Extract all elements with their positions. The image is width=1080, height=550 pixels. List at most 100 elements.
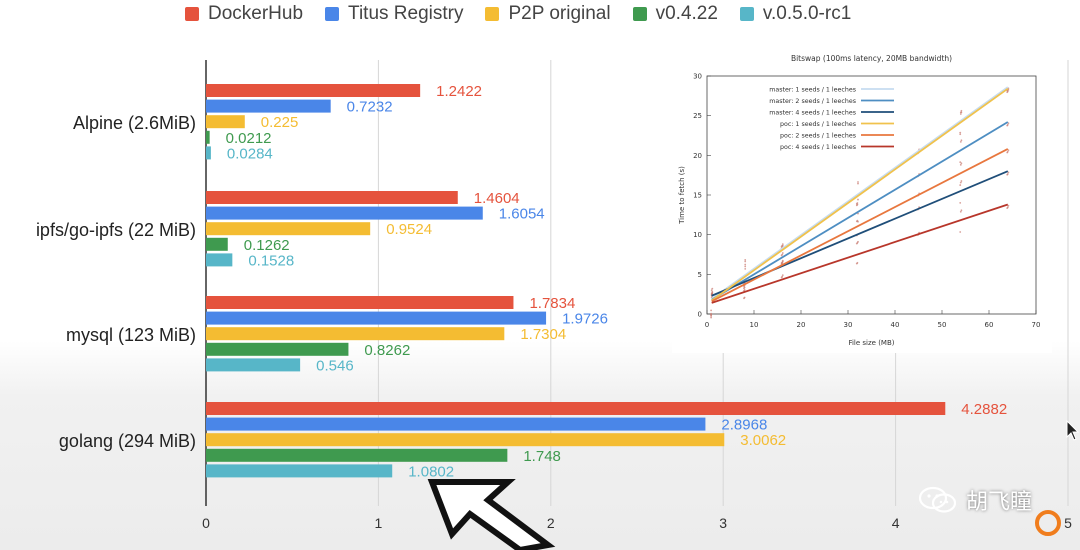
inset-legend-label: master: 1 seeds / 1 leeches xyxy=(769,87,856,94)
inset-series-line xyxy=(711,121,1009,301)
bar xyxy=(206,222,371,236)
inset-y-axis-label: Time to fetch (s) xyxy=(678,166,686,225)
inset-scatter-point xyxy=(744,260,747,263)
wechat-logo-icon xyxy=(918,486,957,513)
inset-scatter-point xyxy=(743,296,746,299)
x-tick-label: 3 xyxy=(719,515,727,531)
orange-ring-icon xyxy=(1035,510,1061,536)
data-label: 3.0062 xyxy=(740,432,786,449)
data-label: 1.7304 xyxy=(520,326,566,343)
category-label: Alpine (2.6MiB) xyxy=(73,113,196,133)
inset-scatter-point xyxy=(960,180,963,182)
inset-scatter-point xyxy=(959,210,962,213)
legend-label: P2P original xyxy=(508,3,611,24)
inset-series-line xyxy=(711,170,1009,297)
inset-scatter-point xyxy=(959,184,962,186)
data-label: 1.7834 xyxy=(529,295,575,312)
inset-scatter-point xyxy=(857,198,859,201)
inset-legend-label: poc: 4 seeds / 1 leeches xyxy=(780,144,856,151)
inset-x-axis-label: File size (MB) xyxy=(848,339,894,347)
legend-item-v0422: v0.4.22 xyxy=(632,3,718,25)
bitswap-inset-chart: Bitswap (100ms latency, 20MB bandwidth) 0… xyxy=(672,48,1052,353)
inset-series-line xyxy=(711,86,1009,300)
bar xyxy=(206,402,946,415)
bar xyxy=(206,417,706,431)
data-label: 1.2422 xyxy=(436,83,482,100)
inset-title: Bitswap (100ms latency, 20MB bandwidth) xyxy=(791,54,952,63)
inset-scatter-point xyxy=(744,265,747,268)
inset-scatter-point xyxy=(744,268,747,270)
inset-scatter-point xyxy=(710,315,712,317)
data-label: 0.225 xyxy=(261,114,299,131)
inset-series-line xyxy=(711,203,1009,304)
bar xyxy=(206,433,725,447)
bar xyxy=(206,99,331,113)
inset-scatter-point xyxy=(959,133,962,136)
data-label: 0.7232 xyxy=(347,99,393,116)
data-label: 0.8262 xyxy=(364,342,410,359)
legend-label: v.0.5.0-rc1 xyxy=(762,3,852,24)
inset-y-tick-label: 25 xyxy=(693,112,702,120)
data-label: 0.0284 xyxy=(227,145,273,162)
data-label: 0.9524 xyxy=(386,221,432,238)
inset-scatter-point xyxy=(960,209,963,212)
inset-y-tick-label: 30 xyxy=(693,73,702,81)
bar xyxy=(206,464,393,478)
inset-scatter-point xyxy=(959,161,962,164)
x-tick-label: 1 xyxy=(375,515,383,531)
inset-x-tick-label: 30 xyxy=(844,321,853,329)
bar xyxy=(206,358,301,372)
inset-scatter-point xyxy=(1006,173,1009,175)
inset-scatter-point xyxy=(743,289,746,291)
inset-scatter-point xyxy=(711,287,714,290)
inset-scatter-point xyxy=(959,163,962,166)
inset-scatter-point xyxy=(781,259,784,262)
legend-label: Titus Registry xyxy=(348,3,464,24)
inset-scatter-point xyxy=(781,244,784,247)
inset-scatter-point xyxy=(959,131,962,134)
x-tick-label: 4 xyxy=(892,515,900,531)
x-tick-label: 5 xyxy=(1064,515,1072,531)
data-label: 0.1262 xyxy=(244,237,290,254)
inset-x-tick-label: 50 xyxy=(938,321,947,329)
x-tick-label: 2 xyxy=(547,515,555,531)
inset-scatter-point xyxy=(960,109,963,112)
data-label: 1.0802 xyxy=(408,463,454,480)
watermark: 胡飞瞳 xyxy=(918,484,1032,516)
inset-legend-label: master: 2 seeds / 1 leeches xyxy=(769,98,856,105)
inset-scatter-point xyxy=(1006,123,1009,126)
inset-y-tick-label: 5 xyxy=(698,271,702,279)
data-label: 0.0212 xyxy=(226,130,272,147)
inset-scatter-point xyxy=(856,203,859,206)
category-label: ipfs/go-ipfs (22 MiB) xyxy=(36,220,196,240)
data-label: 1.4604 xyxy=(474,190,520,207)
inset-y-tick-label: 0 xyxy=(698,311,702,319)
legend-swatch-titus xyxy=(325,7,340,21)
inset-scatter-point xyxy=(857,240,859,243)
inset-scatter-point xyxy=(710,316,712,319)
bar xyxy=(206,115,245,129)
inset-scatter-point xyxy=(1006,150,1009,153)
inset-scatter-point xyxy=(710,309,712,312)
inset-scatter-point xyxy=(960,111,963,114)
category-label: mysql (123 MiB) xyxy=(66,325,196,345)
legend-swatch-p2p xyxy=(485,7,500,21)
inset-scatter-point xyxy=(781,261,784,264)
inset-scatter-point xyxy=(1006,90,1009,93)
legend-label: DockerHub xyxy=(208,3,304,24)
inset-legend-label: poc: 2 seeds / 1 leeches xyxy=(780,133,856,140)
inset-x-tick-label: 40 xyxy=(891,321,900,329)
bar xyxy=(206,448,508,462)
category-label: golang (294 MiB) xyxy=(59,431,196,451)
inset-scatter-point xyxy=(781,253,784,256)
inset-scatter-point xyxy=(856,202,859,204)
inset-scatter-point xyxy=(857,182,859,185)
inset-x-tick-label: 10 xyxy=(750,321,759,329)
data-label: 1.9726 xyxy=(562,311,608,328)
arrow-annotation-icon xyxy=(427,479,556,550)
bar xyxy=(206,130,210,144)
inset-series-line xyxy=(711,87,1009,302)
inset-scatter-point xyxy=(781,274,784,277)
bar xyxy=(206,327,505,341)
legend-swatch-v050rc1 xyxy=(739,7,754,21)
